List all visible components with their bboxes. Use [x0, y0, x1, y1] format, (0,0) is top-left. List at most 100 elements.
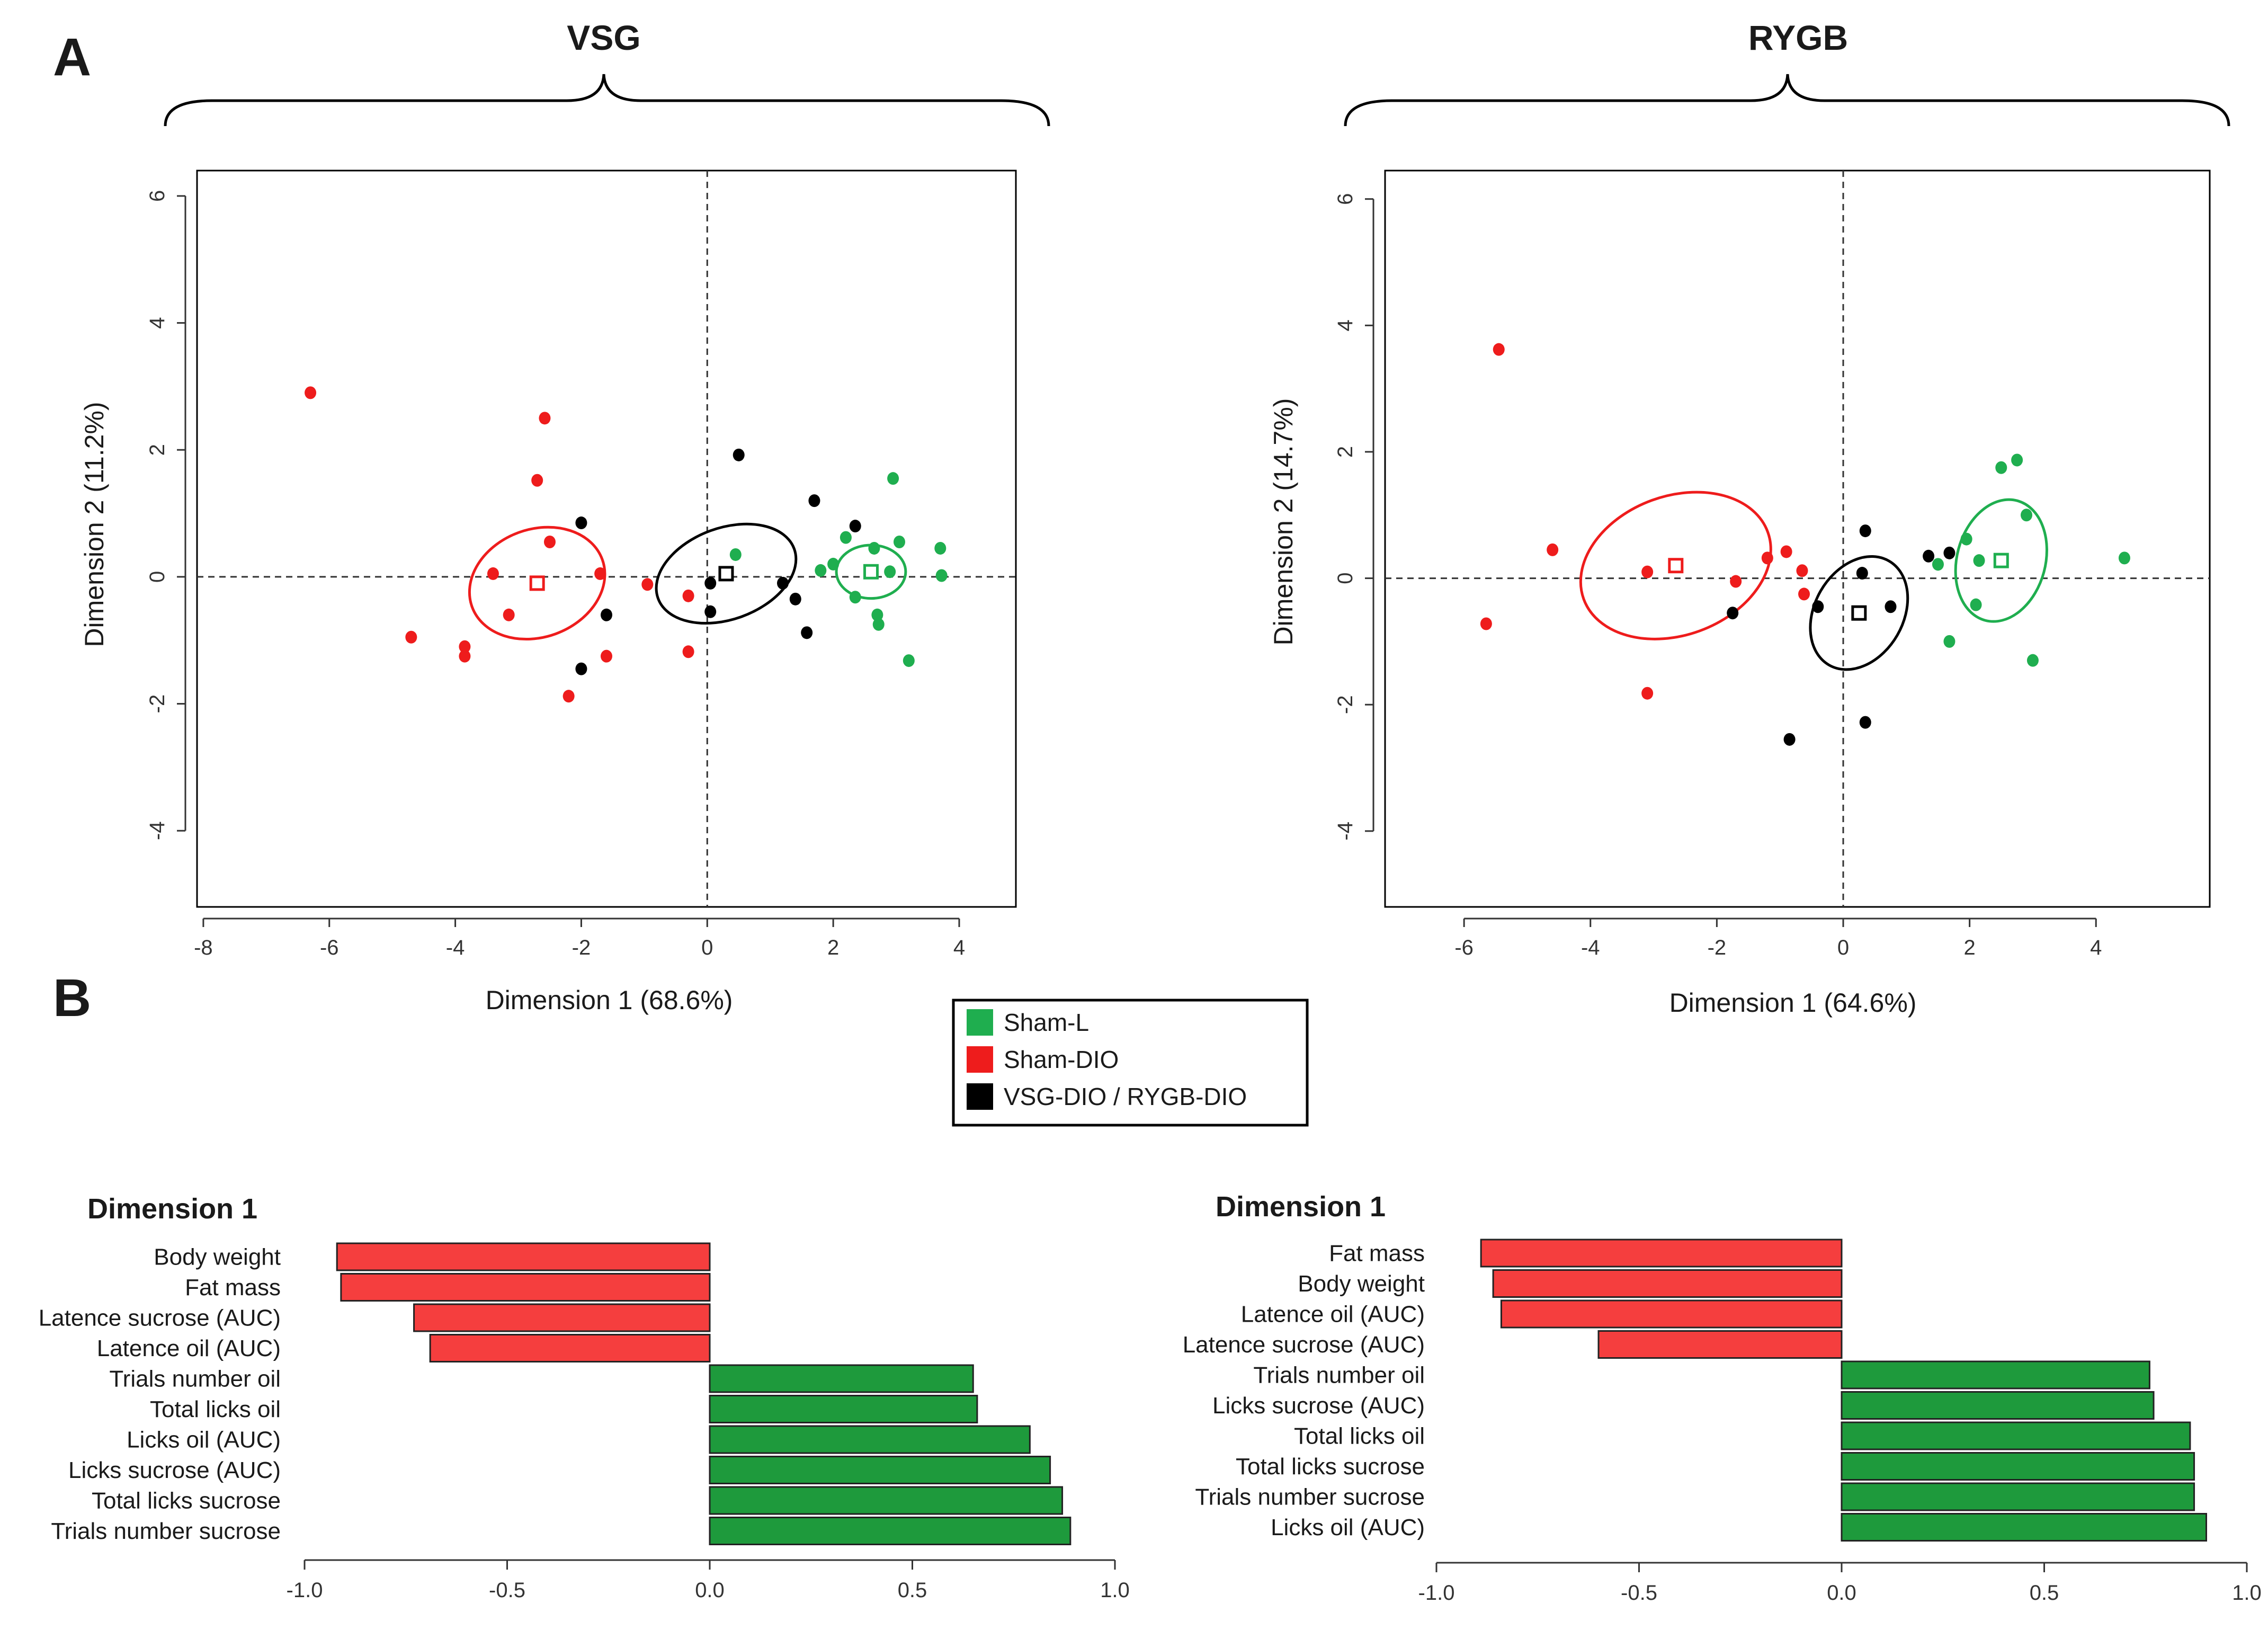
- rygb-confidence-ellipse-sham-dio: [1579, 491, 1772, 640]
- legend-swatch-sham-dio: [967, 1046, 993, 1073]
- vsg-scatter-plot: -8 -6 -4 -2 0 2 4 -4 -2 0 2 4 6: [146, 170, 1017, 959]
- rygb-y-tick-label: 6: [1334, 193, 1357, 205]
- rygb-point-sham-l: [2021, 509, 2032, 522]
- vsg-x-tick-label: -2: [572, 936, 591, 959]
- vsg-x-tick-label: 0: [701, 936, 713, 959]
- vsg-point-sham-l: [827, 557, 840, 571]
- vsg-point-sham-dio: [601, 649, 612, 663]
- rygb-point-sham-l: [1970, 598, 1982, 611]
- vsg-loading-bar-chart: Body weight Fat mass Latence sucrose (AUC)…: [39, 1242, 1130, 1602]
- vsg-bar-label: Licks oil (AUC): [127, 1427, 281, 1453]
- rygb-bar-label: Fat mass: [1329, 1241, 1425, 1267]
- vsg-confidence-ellipse-vsg-dio-rygb-dio: [655, 522, 798, 625]
- vsg-point-sham-l: [893, 535, 905, 548]
- legend: Sham-L Sham-DIO VSG-DIO / RYGB-DIO: [952, 999, 1309, 1127]
- vsg-bar-label: Total licks oil: [150, 1396, 281, 1422]
- vsg-group-title: VSG: [567, 18, 640, 57]
- rygb-bar-label: Total licks sucrose: [1236, 1454, 1425, 1480]
- vsg-point-sham-dio: [459, 640, 471, 653]
- rygb-bar-title: Dimension 1: [1216, 1191, 1386, 1223]
- rygb-point-sham-l: [2026, 654, 2039, 667]
- rygb-centroid-sham-dio: [1668, 558, 1684, 574]
- rygb-bar-x-tick-label: -0.5: [1621, 1581, 1657, 1605]
- vsg-y-tick-label: 2: [146, 444, 169, 456]
- vsg-point-vsg-dio-rygb-dio: [575, 516, 587, 530]
- rygb-y-tick-label: 2: [1334, 446, 1357, 458]
- vsg-x-tick-label: 4: [953, 936, 965, 959]
- vsg-bar-x-tick-label: 0.5: [898, 1579, 927, 1602]
- rygb-point-sham-dio: [1641, 687, 1654, 700]
- vsg-bar-label: Latence oil (AUC): [97, 1335, 281, 1361]
- vsg-bar-licks-sucrose-auc: [709, 1456, 1051, 1484]
- vsg-bar-trials-number-sucrose: [709, 1517, 1072, 1545]
- vsg-point-vsg-dio-rygb-dio: [733, 448, 745, 461]
- rygb-loading-bar-chart: Fat mass Body weight Latence oil (AUC) Late…: [1183, 1239, 2262, 1605]
- rygb-bar-label: Body weight: [1298, 1271, 1425, 1297]
- rygb-point-sham-dio: [1780, 545, 1792, 558]
- legend-label-sham-l: Sham-L: [1004, 1009, 1089, 1036]
- rygb-centroid-sham-l: [1993, 553, 2009, 568]
- vsg-y-tick-label: 6: [146, 190, 169, 202]
- vsg-point-sham-l: [884, 565, 896, 578]
- rygb-bar-latence-sucrose-auc: [1597, 1330, 1843, 1359]
- legend-label-surgery: VSG-DIO / RYGB-DIO: [1004, 1083, 1247, 1110]
- vsg-bar-label: Fat mass: [185, 1275, 281, 1301]
- vsg-point-sham-l: [849, 591, 861, 604]
- vsg-point-sham-dio: [503, 608, 515, 621]
- vsg-point-sham-dio: [531, 474, 543, 487]
- rygb-bar-label: Latence oil (AUC): [1241, 1302, 1425, 1328]
- vsg-bar-latence-oil-auc: [429, 1334, 711, 1362]
- rygb-x-tick-label: -4: [1581, 936, 1600, 959]
- vsg-centroid-vsg-dio-rygb-dio: [718, 566, 734, 582]
- rygb-bar-licks-oil-auc: [1841, 1513, 2207, 1542]
- rygb-bar-fat-mass: [1480, 1239, 1843, 1268]
- vsg-bar-x-tick-label: 0.0: [695, 1579, 725, 1602]
- vsg-point-sham-l: [887, 472, 899, 485]
- vsg-point-sham-dio: [682, 589, 694, 602]
- rygb-y-tick-label: 4: [1334, 319, 1357, 331]
- rygb-centroid-vsg-dio-rygb-dio: [1851, 605, 1867, 621]
- rygb-point-vsg-dio-rygb-dio: [1859, 716, 1871, 729]
- legend-swatch-sham-l: [967, 1009, 993, 1036]
- vsg-point-sham-dio: [543, 535, 556, 548]
- vsg-point-vsg-dio-rygb-dio: [808, 494, 820, 507]
- rygb-point-sham-l: [2011, 453, 2023, 467]
- vsg-point-vsg-dio-rygb-dio: [776, 576, 789, 590]
- vsg-point-sham-l: [935, 569, 948, 582]
- vsg-point-sham-l: [840, 531, 852, 544]
- rygb-bar-label: Licks oil (AUC): [1271, 1515, 1425, 1540]
- rygb-point-vsg-dio-rygb-dio: [1943, 546, 1956, 559]
- rygb-bar-x-tick-label: 0.0: [1827, 1581, 1856, 1605]
- rygb-plot-frame: [1384, 170, 2211, 908]
- rygb-y-tick-label: -2: [1334, 695, 1357, 714]
- rygb-point-vsg-dio-rygb-dio: [1885, 600, 1897, 613]
- rygb-x-tick-label: 4: [2090, 936, 2102, 959]
- vsg-x-tick-label: -6: [320, 936, 339, 959]
- rygb-confidence-ellipse-vsg-dio-rygb-dio: [1809, 555, 1909, 671]
- vsg-point-vsg-dio-rygb-dio: [575, 662, 587, 675]
- vsg-bar-title: Dimension 1: [87, 1193, 257, 1225]
- rygb-point-vsg-dio-rygb-dio: [1783, 733, 1796, 746]
- rygb-point-sham-dio: [1761, 551, 1773, 565]
- vsg-y-tick-label: 0: [146, 571, 169, 583]
- vsg-point-vsg-dio-rygb-dio: [801, 626, 813, 639]
- vsg-point-sham-l: [871, 608, 883, 621]
- rygb-bar-label: Latence sucrose (AUC): [1183, 1332, 1425, 1358]
- legend-label-sham-dio: Sham-DIO: [1004, 1046, 1119, 1073]
- vsg-y-tick-label: 4: [146, 317, 169, 328]
- rygb-x-tick-label: -2: [1708, 936, 1727, 959]
- vsg-point-sham-l: [872, 618, 885, 631]
- vsg-bar-total-licks-sucrose: [709, 1486, 1064, 1515]
- vsg-point-sham-dio: [459, 649, 471, 663]
- rygb-point-sham-dio: [1796, 564, 1808, 577]
- vsg-point-sham-l: [729, 548, 742, 561]
- rygb-x-axis-label: Dimension 1 (64.6%): [1669, 988, 1917, 1018]
- panel-letter-a: A: [53, 28, 91, 87]
- rygb-brace: [1344, 74, 2230, 127]
- rygb-bar-licks-sucrose-auc: [1841, 1391, 2155, 1420]
- vsg-point-vsg-dio-rygb-dio: [601, 608, 612, 621]
- vsg-bar-latence-sucrose-auc: [413, 1303, 711, 1332]
- rygb-bar-body-weight: [1492, 1269, 1843, 1298]
- vsg-point-sham-dio: [405, 630, 417, 644]
